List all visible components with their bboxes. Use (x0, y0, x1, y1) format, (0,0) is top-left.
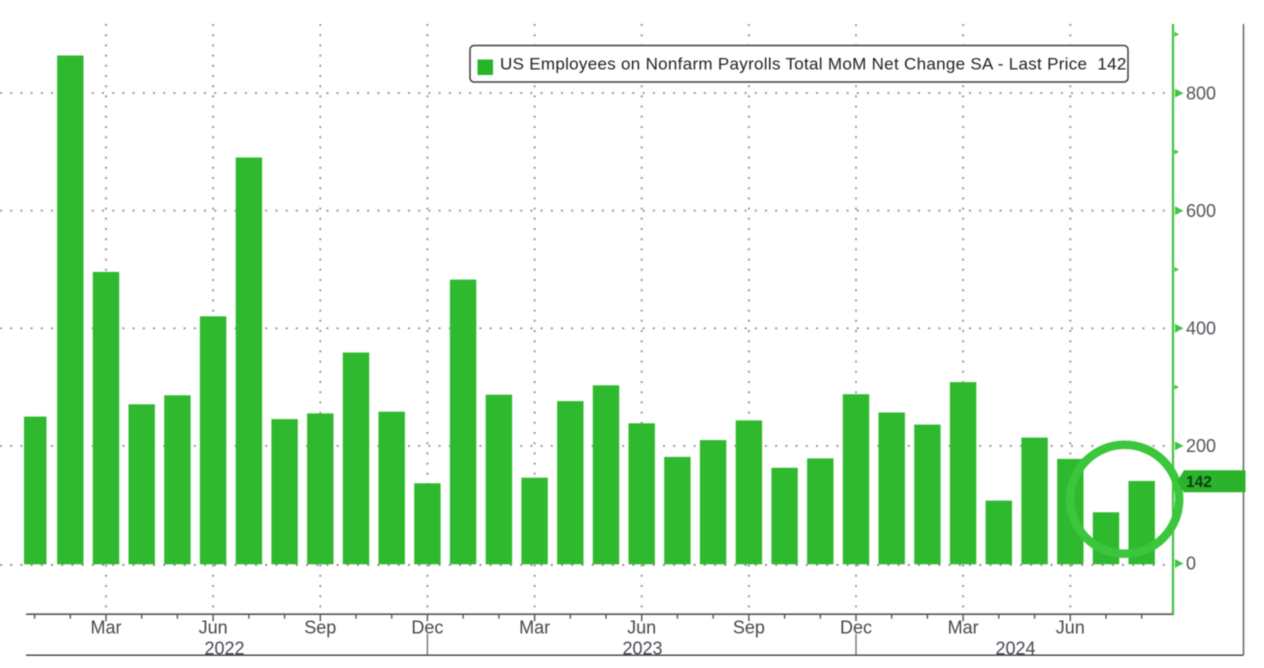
svg-text:Mar: Mar (91, 618, 122, 638)
svg-text:2022: 2022 (204, 639, 244, 659)
svg-text:US Employees on Nonfarm Payrol: US Employees on Nonfarm Payrolls Total M… (500, 55, 1127, 74)
svg-text:200: 200 (1186, 436, 1216, 456)
svg-text:0: 0 (1186, 554, 1196, 574)
svg-text:Jun: Jun (627, 618, 656, 638)
svg-text:Dec: Dec (411, 618, 443, 638)
svg-text:Mar: Mar (519, 618, 550, 638)
svg-text:Sep: Sep (304, 618, 336, 638)
svg-text:Mar: Mar (948, 618, 979, 638)
svg-text:142: 142 (1186, 474, 1212, 491)
svg-text:2023: 2023 (622, 639, 662, 659)
svg-text:Jun: Jun (199, 618, 228, 638)
svg-text:Dec: Dec (840, 618, 872, 638)
svg-text:2024: 2024 (995, 639, 1035, 659)
svg-text:600: 600 (1186, 201, 1216, 221)
svg-text:800: 800 (1186, 83, 1216, 103)
svg-text:400: 400 (1186, 319, 1216, 339)
svg-text:Jun: Jun (1056, 618, 1085, 638)
svg-text:Sep: Sep (733, 618, 765, 638)
